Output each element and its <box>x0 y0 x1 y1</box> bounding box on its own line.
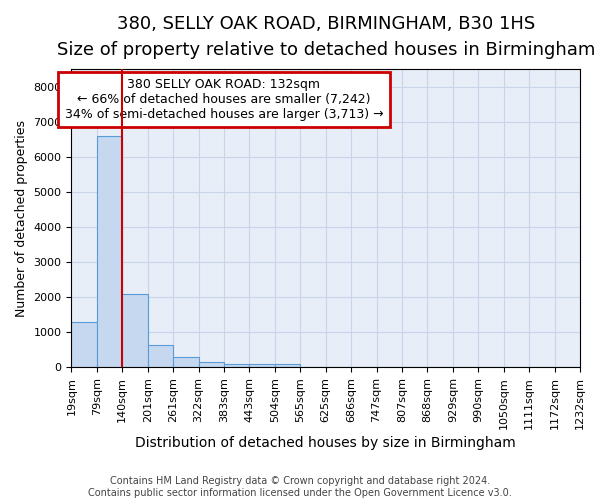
Bar <box>250 364 275 368</box>
Text: 380 SELLY OAK ROAD: 132sqm
← 66% of detached houses are smaller (7,242)
34% of s: 380 SELLY OAK ROAD: 132sqm ← 66% of deta… <box>65 78 383 121</box>
Y-axis label: Number of detached properties: Number of detached properties <box>15 120 28 317</box>
Text: Contains HM Land Registry data © Crown copyright and database right 2024.
Contai: Contains HM Land Registry data © Crown c… <box>88 476 512 498</box>
Bar <box>97 136 122 368</box>
X-axis label: Distribution of detached houses by size in Birmingham: Distribution of detached houses by size … <box>136 436 516 450</box>
Bar <box>173 357 199 368</box>
Bar <box>122 294 148 368</box>
Bar <box>224 364 250 368</box>
Bar <box>148 344 173 368</box>
Bar <box>199 362 224 368</box>
Bar <box>275 364 300 368</box>
Title: 380, SELLY OAK ROAD, BIRMINGHAM, B30 1HS
Size of property relative to detached h: 380, SELLY OAK ROAD, BIRMINGHAM, B30 1HS… <box>56 15 595 60</box>
Bar <box>71 322 97 368</box>
